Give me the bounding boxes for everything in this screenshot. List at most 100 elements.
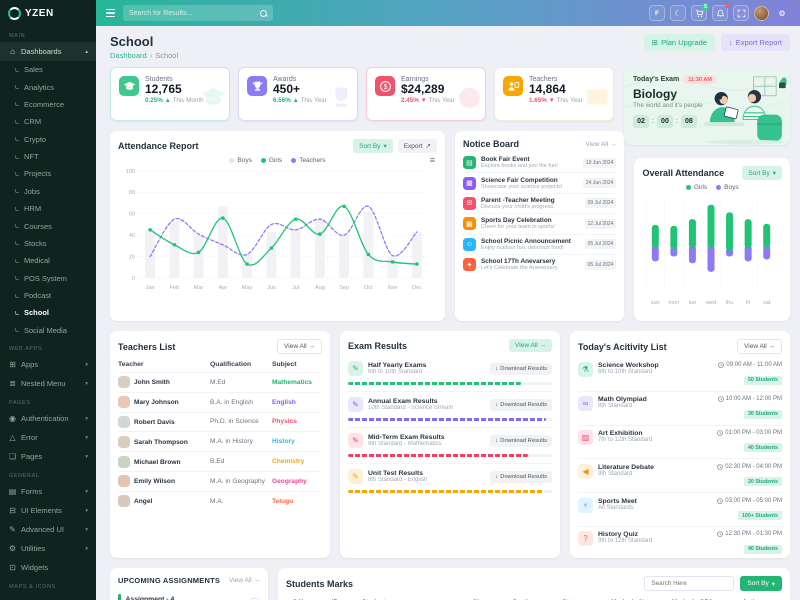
sidebar-subitem[interactable]: Analytics	[0, 78, 96, 95]
activity-time: 03:00 PM - 05:00 PM	[717, 498, 782, 504]
assignments-list: Assignment - 4 1 Jul 2024 - 24 Jul 20243…	[118, 589, 260, 600]
pencil-icon: ✎	[348, 397, 363, 412]
stat-value: 14,864	[529, 82, 566, 96]
progress-fill	[348, 490, 544, 493]
view-all-button[interactable]: View All →	[509, 339, 552, 352]
view-all-button[interactable]: View All →	[737, 339, 782, 354]
activity-item[interactable]: ⚡ Sports Meet All Standards 03:00 PM - 0…	[578, 492, 782, 526]
sidebar-subitem[interactable]: Courses	[0, 217, 96, 234]
sidebar-section-pages: PAGES	[9, 400, 31, 406]
sidebar-subitem[interactable]: Projects	[0, 165, 96, 182]
sidebar-item-dashboards[interactable]: ⌂ Dashboards ▴	[0, 42, 96, 61]
teacher-name: John Smith	[134, 379, 170, 387]
activity-item[interactable]: ? History Quiz 9th to 12th Standard 12:3…	[578, 525, 782, 560]
sidebar-subitem[interactable]: Sales	[0, 61, 96, 78]
view-all-link[interactable]: View All →	[585, 140, 617, 148]
sort-by-button[interactable]: Sort By ▾	[353, 139, 393, 153]
activity-item[interactable]: ▨ Art Exhibition 7th to 12th Standard 01…	[578, 424, 782, 459]
export-button[interactable]: Export ↗	[397, 139, 437, 153]
notice-item[interactable]: ▤ Book Fair Event Explore books and join…	[462, 153, 617, 172]
plan-upgrade-button[interactable]: ⊞ Plan Upgrade	[643, 34, 715, 51]
submenu-arrow-icon	[15, 154, 19, 159]
sidebar-subitem[interactable]: Crypto	[0, 131, 96, 148]
sidebar: YZEN MAIN ⌂ Dashboards ▴ Sales Analytics…	[0, 0, 96, 600]
sidebar-item[interactable]: ◉ Authentication ▾	[0, 409, 96, 428]
stat-card-awards[interactable]: Awards 450+ 6.56% ▲ This Year	[238, 67, 358, 121]
download-results-button[interactable]: ↓ Download Results	[490, 470, 552, 483]
todays-exam-card[interactable]: Today's Exam 11:30 AM Biology The world …	[624, 67, 790, 145]
stat-card-students[interactable]: Students 12,765 0.25% ▲ This Month	[110, 67, 230, 121]
sidebar-item[interactable]: ⊟ UI Elements ▾	[0, 501, 96, 520]
progress-fill	[348, 382, 522, 385]
sidebar-item[interactable]: ⊞ Apps ▾	[0, 355, 96, 374]
sidebar-subitem[interactable]: Medical	[0, 252, 96, 269]
view-all-link[interactable]: View All →	[229, 577, 260, 584]
activity-item[interactable]: ∞ Math Olympiad 8th Standard 10:00 AM - …	[578, 390, 782, 425]
table-row[interactable]: Mary Johnson B.A. in English English	[118, 391, 322, 412]
sidebar-subitem[interactable]: School	[0, 304, 96, 321]
assignment-item[interactable]: Assignment - 4 1 Jul 2024 - 24 Jul 20243…	[118, 589, 260, 600]
sidebar-subitem[interactable]: CRM	[0, 113, 96, 130]
marks-search-input[interactable]	[644, 576, 735, 591]
sidebar-item[interactable]: ⊡ Widgets	[0, 558, 96, 577]
table-row[interactable]: Michael Brown B.Ed Chemistry	[118, 451, 322, 471]
breadcrumb-parent[interactable]: Dashboard	[110, 51, 147, 60]
export-report-button[interactable]: ↓ Export Report	[720, 34, 790, 51]
hamburger-menu-icon[interactable]	[106, 9, 115, 17]
chart-menu-icon[interactable]: ≡	[429, 155, 435, 165]
sidebar-subitem[interactable]: Jobs	[0, 183, 96, 200]
sort-by-button[interactable]: Sort By ▾	[740, 576, 782, 591]
notice-item[interactable]: ▦ Science Fair Competition Showcase your…	[462, 172, 617, 192]
table-row[interactable]: John Smith M.Ed Mathematics	[118, 372, 322, 392]
sidebar-subitem[interactable]: HRM	[0, 200, 96, 217]
sidebar-item[interactable]: ❏ Pages ▾	[0, 447, 96, 466]
sidebar-item[interactable]: ≣ Nested Menu ▾	[0, 374, 96, 393]
exam-result-subtitle: 10th Standard - Science Stream	[368, 405, 454, 411]
sidebar-subitem[interactable]: NFT	[0, 148, 96, 165]
sort-by-button[interactable]: Sort By ▾	[742, 166, 782, 180]
sidebar-item[interactable]: ✎ Advanced UI ▾	[0, 520, 96, 539]
svg-text:Sep: Sep	[339, 285, 349, 291]
avatar	[118, 415, 130, 428]
stat-card-earnings[interactable]: $ Earnings $24,289 2.45% ▼ This Year	[366, 67, 486, 121]
dark-mode-moon-icon[interactable]: ☾	[670, 5, 686, 21]
sidebar-subitem[interactable]: Ecommerce	[0, 96, 96, 113]
sidebar-subitem[interactable]: Social Media	[0, 322, 96, 339]
sidebar-subitem[interactable]: POS System	[0, 270, 96, 287]
submenu-arrow-icon	[15, 137, 19, 142]
activity-item[interactable]: ⚗ Science Workshop 6th to 10th Standard …	[578, 358, 782, 391]
logo[interactable]: YZEN	[0, 0, 96, 26]
table-row[interactable]: Sarah Thompson M.A. in History History	[118, 431, 322, 451]
table-row[interactable]: Emily Wilson M.A. in Geography Geography	[118, 470, 322, 491]
sidebar-subitem[interactable]: Podcast	[0, 287, 96, 304]
language-flag-icon[interactable]: F	[649, 5, 665, 21]
stat-card-teachers[interactable]: Teachers 14,864 1.65% ▼ This Year	[494, 67, 614, 121]
user-avatar[interactable]	[754, 5, 769, 21]
clock-icon	[717, 396, 724, 402]
notice-item[interactable]: ▦ Sports Day Celebration Cheer for your …	[462, 213, 617, 233]
view-all-button[interactable]: View All →	[277, 339, 322, 354]
cart-icon[interactable]: 5	[691, 3, 709, 21]
sidebar-item[interactable]: ▤ Forms ▾	[0, 482, 96, 501]
table-row[interactable]: Angel M.A. Telugu	[118, 490, 322, 511]
notice-item[interactable]: ✉ Parent -Teacher Meeting Discuss your c…	[462, 192, 617, 213]
fullscreen-icon[interactable]	[733, 5, 749, 21]
sidebar-item-label: Pages	[21, 452, 43, 461]
download-results-button[interactable]: ↓ Download Results	[490, 434, 552, 447]
notifications-bell-icon[interactable]	[712, 4, 729, 21]
exam-results-list: ✎ Half Yearly Exams 6th to 10th Standard…	[348, 356, 552, 499]
activity-item[interactable]: ◀ Literature Debate 9th Standard 02:30 P…	[578, 458, 782, 492]
sidebar-subitem[interactable]: Stocks	[0, 235, 96, 252]
download-results-button[interactable]: ↓ Download Results	[490, 398, 552, 411]
settings-gear-icon[interactable]: ⚙	[778, 8, 786, 18]
download-results-button[interactable]: ↓ Download Results	[490, 362, 552, 375]
notice-item[interactable]: ☺ School Picnic Announcement Enjoy outdo…	[462, 233, 617, 254]
sidebar-item[interactable]: △ Error ▾	[0, 428, 96, 447]
table-row[interactable]: Robert Davis Ph.D. in Science Physics	[118, 411, 322, 432]
sidebar-subitem-label: Jobs	[24, 186, 40, 196]
panel-title: Exam Results	[348, 340, 408, 351]
search-input[interactable]	[129, 9, 256, 17]
notice-icon: ☺	[462, 237, 476, 251]
sidebar-item[interactable]: ⚙ Utilities ▾	[0, 539, 96, 558]
notice-item[interactable]: ✦ School 17Th Anevarsery Let's Celebrate…	[462, 253, 617, 274]
